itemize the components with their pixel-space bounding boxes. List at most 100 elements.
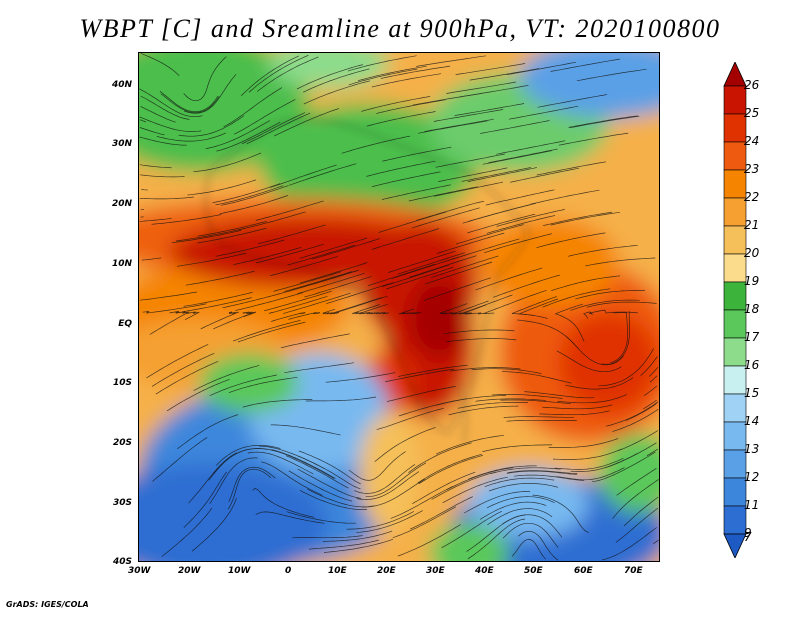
streamline — [141, 189, 148, 191]
streamline — [302, 68, 370, 93]
streamline — [530, 189, 600, 205]
streamline — [484, 477, 555, 488]
colorbar-segment — [723, 197, 747, 227]
streamline — [482, 444, 553, 453]
streamline — [455, 63, 526, 75]
streamline — [371, 228, 440, 250]
streamline — [271, 449, 336, 479]
colorbar-segment — [723, 169, 747, 199]
streamline — [303, 80, 371, 105]
streamline — [509, 167, 580, 183]
streamline — [446, 467, 514, 491]
wbpt-map-panel — [138, 52, 660, 562]
streamline — [469, 68, 540, 81]
streamline — [366, 160, 436, 177]
streamline — [408, 442, 472, 473]
streamline — [418, 455, 483, 485]
streamline — [233, 99, 296, 135]
streamline — [151, 352, 215, 387]
streamline — [237, 211, 306, 231]
streamline — [193, 152, 262, 173]
streamline — [215, 239, 285, 257]
streamline — [502, 514, 563, 538]
streamline — [408, 186, 478, 202]
credit-text: GrADS: IGES/COLA — [6, 600, 89, 609]
streamline — [242, 399, 313, 408]
streamline — [325, 372, 396, 383]
streamline — [551, 275, 620, 292]
streamline — [507, 470, 578, 475]
streamline — [240, 55, 299, 97]
streamline — [255, 243, 324, 264]
streamline — [357, 65, 427, 82]
streamline — [177, 414, 239, 450]
streamline — [371, 171, 441, 188]
colorbar-segment — [723, 505, 747, 535]
streamline — [433, 181, 503, 197]
streamline — [486, 496, 555, 509]
streamline — [496, 140, 566, 155]
streamline — [467, 213, 536, 234]
streamline — [139, 196, 194, 200]
streamline — [215, 185, 284, 206]
streamline — [166, 378, 230, 412]
streamline — [425, 261, 493, 285]
streamline — [444, 329, 515, 334]
streamline — [308, 539, 379, 550]
streamline — [155, 361, 219, 395]
streamline — [492, 394, 563, 399]
chart-title: WBPT [C] and Sreamline at 900hPa, VT: 20… — [79, 14, 721, 43]
streamline — [604, 442, 657, 469]
streamline — [228, 376, 298, 394]
streamline — [247, 451, 314, 475]
streamline — [376, 407, 444, 430]
streamline — [356, 510, 423, 533]
streamline — [151, 214, 222, 225]
streamline — [461, 304, 495, 315]
streamline — [488, 483, 559, 492]
streamline — [322, 530, 393, 542]
colorbar-segment — [723, 337, 747, 367]
streamline — [397, 252, 465, 275]
streamline — [569, 115, 640, 129]
streamline — [467, 518, 526, 560]
streamline — [378, 211, 447, 233]
coastlines — [205, 119, 530, 444]
streamline — [188, 452, 238, 504]
streamline — [299, 237, 368, 259]
colorbar-label: 20 — [744, 246, 760, 260]
colorbar-bottom-triangle — [723, 533, 747, 558]
streamline — [468, 202, 537, 222]
streamline — [182, 297, 252, 313]
streamline — [346, 511, 414, 530]
streamline — [446, 81, 516, 94]
streamline — [223, 87, 283, 128]
streamline — [417, 120, 488, 134]
streamline — [312, 238, 380, 260]
colorbar-label: 17 — [744, 330, 760, 344]
streamline — [468, 465, 537, 480]
streamline — [385, 368, 455, 382]
streamline — [436, 434, 504, 455]
colorbar-label: 19 — [744, 274, 760, 288]
streamline — [191, 497, 237, 552]
streamline — [490, 467, 561, 474]
streamline — [617, 430, 659, 452]
streamline — [352, 304, 380, 315]
streamline — [479, 501, 547, 520]
streamline — [483, 289, 547, 314]
streamline — [365, 462, 427, 498]
streamline — [482, 150, 552, 165]
streamline — [298, 450, 361, 485]
streamline — [602, 527, 657, 561]
streamline — [297, 272, 365, 295]
streamline — [640, 356, 658, 376]
colorbar-label: 21 — [744, 218, 760, 232]
colorbar-label: 7 — [744, 530, 752, 544]
streamline — [341, 135, 411, 154]
lon-label: 70E — [624, 566, 643, 576]
streamline — [356, 471, 420, 500]
streamline — [448, 405, 519, 416]
colorbar-label: 22 — [744, 190, 760, 204]
streamline — [209, 374, 277, 397]
